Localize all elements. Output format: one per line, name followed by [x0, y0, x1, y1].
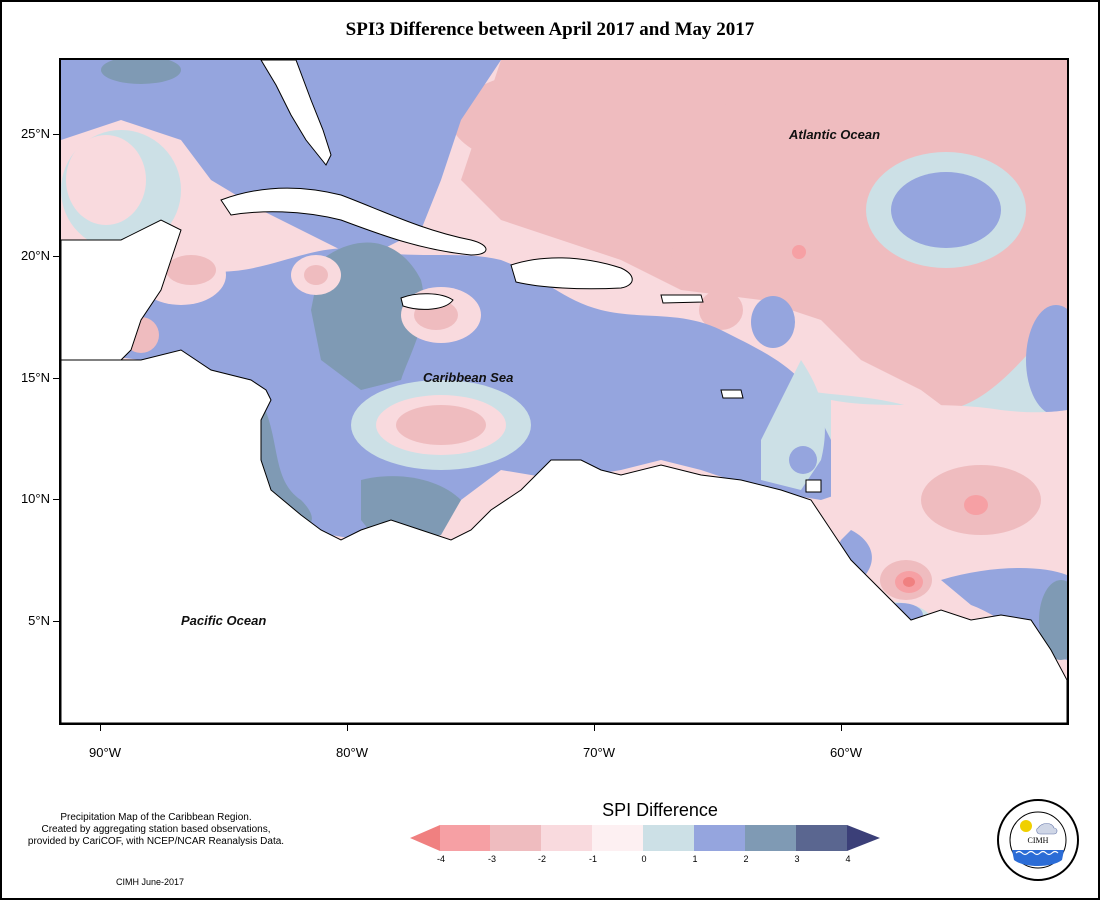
gulf-dry-patch [66, 135, 146, 225]
legend-title: SPI Difference [602, 800, 718, 820]
lesser-antilles-wet-spot [751, 296, 795, 348]
lon-tick-mark-60 [841, 725, 842, 731]
yucatan-dry-core [166, 255, 216, 285]
legend-swatch-6 [694, 825, 745, 851]
legend-tick--2: -2 [537, 854, 546, 864]
hispaniola-land [510, 257, 633, 290]
legend-tick-2: 2 [743, 854, 749, 864]
lat-tick-label-20: 20°N [20, 248, 50, 263]
eastern-wet-edge [1026, 305, 1067, 415]
lon-tick-mark-70 [594, 725, 595, 731]
lat-tick-mark-25 [53, 134, 59, 135]
legend-swatch-1 [440, 825, 490, 851]
legend-tick-0: 0 [641, 854, 647, 864]
atlantic-wet-core [891, 172, 1001, 248]
legend-swatch-5 [643, 825, 694, 851]
legend-tick-1: 1 [692, 854, 698, 864]
wave-icon [1015, 850, 1059, 856]
legend-tick--4: -4 [436, 854, 445, 864]
lat-tick-mark-20 [53, 256, 59, 257]
central-caribbean-dry-core [396, 405, 486, 445]
caribbean-sea-label: Caribbean Sea [423, 370, 514, 385]
lat-tick-label-5: 5°N [28, 613, 50, 628]
map-canvas [61, 60, 1067, 723]
lon-tick-label-70: 70°W [583, 745, 615, 760]
grenada-wet-spot [789, 446, 817, 474]
atlantic-dry-spot [792, 245, 806, 259]
legend-swatch-3 [541, 825, 592, 851]
atlantic-dry-patch-1 [451, 65, 731, 175]
lat-tick-label-15: 15°N [20, 370, 50, 385]
lon-tick-mark-90 [100, 725, 101, 731]
lat-tick-label-10: 10°N [20, 491, 50, 506]
source-note-text: Precipitation Map of the Caribbean Regio… [27, 812, 285, 847]
lon-tick-label-80: 80°W [336, 745, 368, 760]
atlantic-ocean-label: Atlantic Ocean [789, 127, 881, 142]
spi-map: Atlantic Ocean Caribbean Sea Pacific Oce… [59, 58, 1069, 725]
lon-tick-label-90: 90°W [89, 745, 121, 760]
legend-tick--3: -3 [487, 854, 496, 864]
puerto-rico-land [660, 294, 704, 304]
trinidad-land [805, 479, 822, 493]
map-title: SPI3 Difference between April 2017 and M… [345, 19, 755, 40]
lat-tick-mark-5 [53, 621, 59, 622]
legend-swatch-7 [745, 825, 796, 851]
pacific-ocean-label: Pacific Ocean [181, 613, 267, 628]
jamaica-land [400, 293, 454, 310]
cuba-land [220, 187, 487, 256]
legend-tick-3: 3 [794, 854, 800, 864]
gulf-wet-field [61, 60, 501, 260]
legend-arrow-low [410, 825, 440, 851]
legend-swatch-2 [490, 825, 541, 851]
cayman-dry-core [304, 265, 328, 285]
gulf-wet-core [101, 60, 181, 84]
puerto-rico-dry-patch [699, 290, 743, 330]
legend-swatch-8 [796, 825, 847, 851]
lat-tick-mark-10 [53, 499, 59, 500]
sun-icon [1020, 820, 1032, 832]
legend-arrow-high [847, 825, 880, 851]
lon-tick-mark-80 [347, 725, 348, 731]
lesser-antilles-island-1 [720, 389, 744, 399]
atlantic-dry-patch-2 [841, 60, 1067, 115]
essequibo-dry-extreme [903, 577, 915, 587]
legend-swatch-4 [592, 825, 643, 851]
legend-colorbar [410, 825, 880, 851]
guiana-dry-spot [964, 495, 988, 515]
cloud-icon [1036, 823, 1058, 835]
legend-tick--1: -1 [588, 854, 597, 864]
logo-text: CIMH [1028, 836, 1049, 845]
florida-land [260, 60, 332, 166]
french-guiana-wet-core [1039, 580, 1067, 660]
cimh-logo: CIMH [997, 799, 1079, 881]
credit-text: CIMH June-2017 [116, 877, 185, 887]
lat-tick-label-25: 25°N [20, 126, 50, 141]
lon-tick-label-60: 60°W [830, 745, 862, 760]
central-south-america-land [61, 349, 1067, 723]
legend-tick-4: 4 [845, 854, 851, 864]
lat-tick-mark-15 [53, 378, 59, 379]
source-note: Precipitation Map of the Caribbean Regio… [8, 812, 304, 848]
